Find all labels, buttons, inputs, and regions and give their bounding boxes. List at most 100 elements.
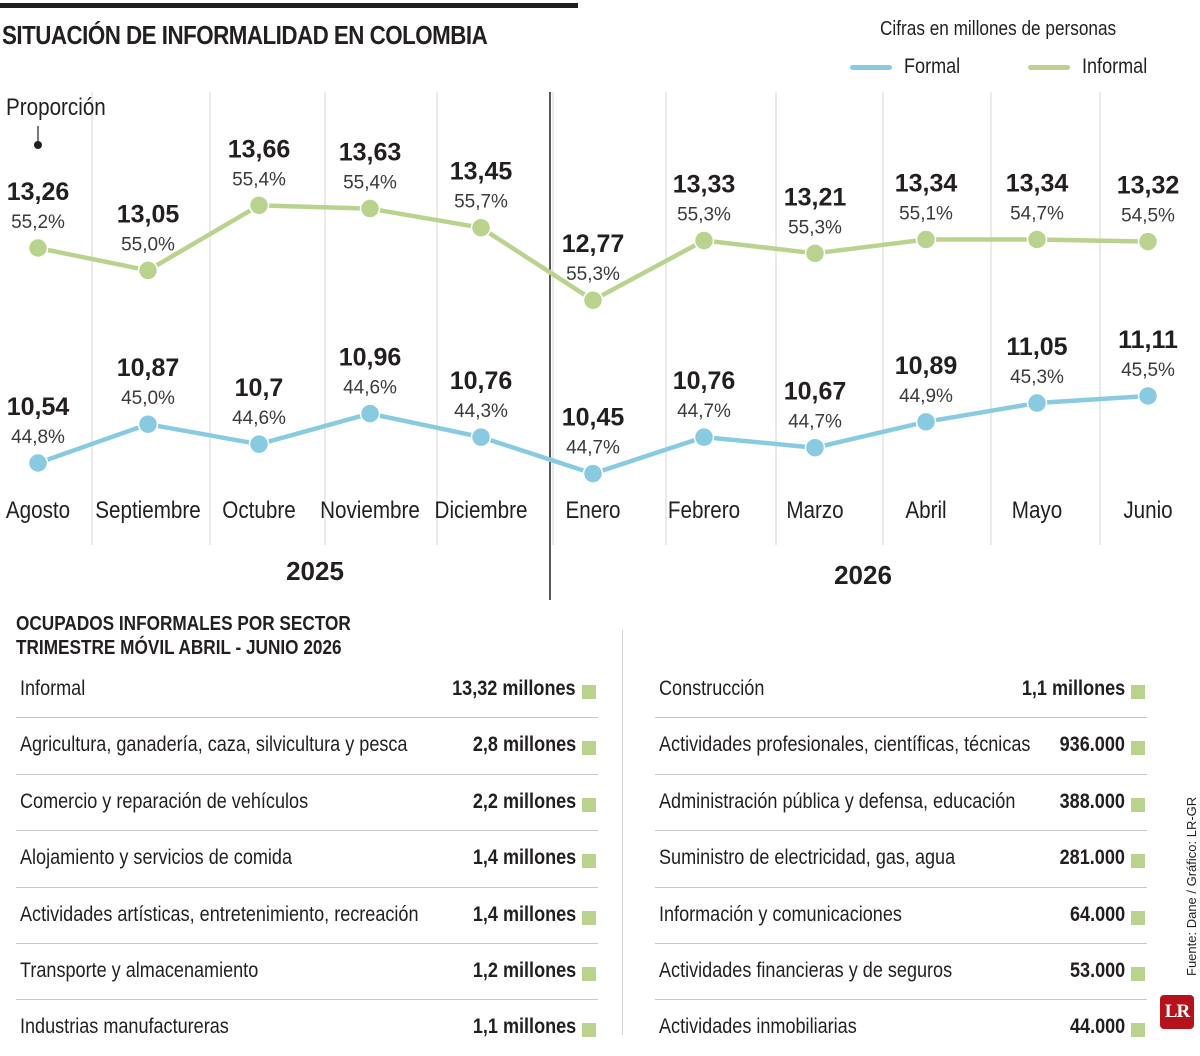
sector-value: 13,32 millones (452, 677, 576, 700)
value-label: 13,45 (450, 158, 513, 186)
pct-label: 44,7% (788, 412, 842, 433)
sector-value: 1,1 millones (472, 1015, 576, 1039)
sector-row: Actividades inmobiliarias 44.000 (655, 1000, 1147, 1055)
legend-swatch-informal (1028, 64, 1070, 70)
sector-label: Transporte y almacenamiento (20, 958, 259, 982)
sector-marker (582, 797, 596, 812)
value-label: 10,7 (235, 374, 284, 402)
sector-label: Comercio y reparación de vehículos (20, 789, 309, 813)
data-point-informal (470, 217, 492, 238)
data-point-formal (359, 403, 381, 424)
chart-gridlines (91, 92, 1101, 600)
data-point-informal (248, 195, 270, 216)
sector-table-title-line-2: TRIMESTRE MÓVIL ABRIL - JUNIO 2026 (16, 637, 342, 659)
sector-marker (1131, 685, 1145, 699)
pct-label: 55,3% (788, 217, 842, 238)
data-point-informal (27, 237, 49, 259)
sector-value: 388.000 (1059, 789, 1125, 813)
pct-label: 45,3% (1010, 367, 1064, 388)
month-tick-label: Agosto (6, 497, 70, 524)
pct-label: 45,5% (1121, 360, 1175, 381)
value-label: 13,34 (895, 169, 958, 197)
sector-marker (582, 685, 596, 699)
value-label: 10,45 (562, 404, 625, 432)
month-tick-label: Marzo (786, 497, 843, 524)
pct-label: 55,7% (454, 192, 508, 213)
sector-row: Agricultura, ganadería, caza, silvicultu… (16, 718, 598, 775)
value-label: 13,32 (1117, 172, 1180, 200)
sector-row: Actividades artísticas, entretenimiento,… (16, 888, 598, 944)
value-label: 13,05 (117, 200, 180, 228)
month-tick-label: Junio (1123, 497, 1172, 524)
data-point-informal (137, 260, 159, 281)
informality-line-chart: Proporción 44,8% 10,54 45,0% 10,87 44,6% 10,7 4… (6, 92, 1180, 600)
sector-label: Industrias manufactureras (20, 1015, 229, 1039)
legend-item-informal: Informal (1028, 54, 1158, 80)
sector-marker (1131, 797, 1145, 812)
pct-label: 55,3% (677, 205, 731, 226)
data-point-informal (1026, 229, 1048, 250)
sector-marker (1131, 966, 1145, 981)
sector-marker (582, 966, 596, 981)
month-tick-label: Enero (565, 497, 620, 524)
value-label: 13,33 (673, 171, 736, 199)
legend-label-informal: Informal (1082, 55, 1148, 78)
sector-value: 44.000 (1069, 1015, 1125, 1039)
pct-label: 44,3% (454, 401, 508, 422)
month-tick-label: Octubre (222, 497, 295, 524)
sector-row: Administración pública y defensa, educac… (655, 775, 1147, 832)
data-point-formal (27, 452, 49, 474)
units-note: Cifras en millones de personas (880, 18, 1117, 40)
sector-marker (1131, 854, 1145, 869)
pct-label: 54,5% (1121, 206, 1175, 227)
pct-label: 44,7% (677, 401, 731, 422)
value-label: 11,05 (1006, 333, 1067, 361)
year-label: 2026 (834, 560, 892, 590)
data-point-formal (248, 433, 270, 455)
value-label: 10,96 (339, 344, 402, 372)
sector-marker (582, 910, 596, 925)
sector-label: Informal (20, 677, 86, 700)
value-label: 10,89 (895, 352, 958, 380)
data-point-formal (582, 463, 604, 484)
sector-label: Construcción (659, 677, 765, 700)
sector-row: Construcción 1,1 millones (655, 662, 1147, 719)
sector-row: Suministro de electricidad, gas, agua 281… (655, 831, 1147, 888)
pct-label: 44,9% (899, 386, 953, 407)
column-divider (622, 630, 623, 1035)
sector-label: Actividades profesionales, científicas, … (659, 733, 1031, 757)
sector-value: 1,4 millones (472, 846, 576, 870)
data-point-formal (804, 437, 826, 458)
value-label: 10,76 (450, 367, 513, 395)
value-label: 10,76 (673, 367, 736, 395)
sector-table-title-line-1: OCUPADOS INFORMALES POR SECTOR (16, 613, 351, 635)
sector-value: 936.000 (1059, 733, 1125, 757)
pct-label: 55,3% (566, 264, 620, 285)
sector-label: Actividades financieras y de seguros (659, 958, 953, 982)
sector-marker (582, 741, 596, 756)
sector-value: 53.000 (1069, 958, 1125, 982)
value-label: 12,77 (562, 230, 625, 258)
sector-label: Agricultura, ganadería, caza, silvicultu… (20, 733, 408, 757)
value-label: 10,87 (117, 354, 180, 382)
data-point-informal (915, 229, 937, 250)
pct-label: 55,0% (121, 234, 175, 255)
pct-label: 44,7% (566, 438, 620, 459)
sector-marker (1131, 910, 1145, 925)
sector-label: Suministro de electricidad, gas, agua (659, 846, 956, 870)
proportion-label: Proporción (6, 94, 106, 121)
sector-row: Informal 13,32 millones (16, 662, 598, 719)
month-tick-label: Noviembre (320, 497, 420, 524)
sector-label: Información y comunicaciones (659, 902, 902, 926)
sector-row: Actividades financieras y de seguros 53.0… (655, 944, 1147, 1001)
sector-value: 1,1 millones (1021, 677, 1125, 700)
sector-value: 1,4 millones (472, 902, 576, 926)
sector-row: Industrias manufactureras 1,1 millones (16, 1000, 598, 1055)
page-title: SITUACIÓN DE INFORMALIDAD EN COLOMBIA (2, 20, 488, 50)
pct-label: 44,6% (232, 408, 286, 429)
value-label: 10,54 (7, 393, 70, 421)
pct-label: 55,4% (232, 169, 286, 190)
value-label: 13,26 (7, 178, 70, 206)
legend-item-formal: Formal (850, 54, 969, 80)
sector-label: Alojamiento y servicios de comida (20, 846, 293, 870)
